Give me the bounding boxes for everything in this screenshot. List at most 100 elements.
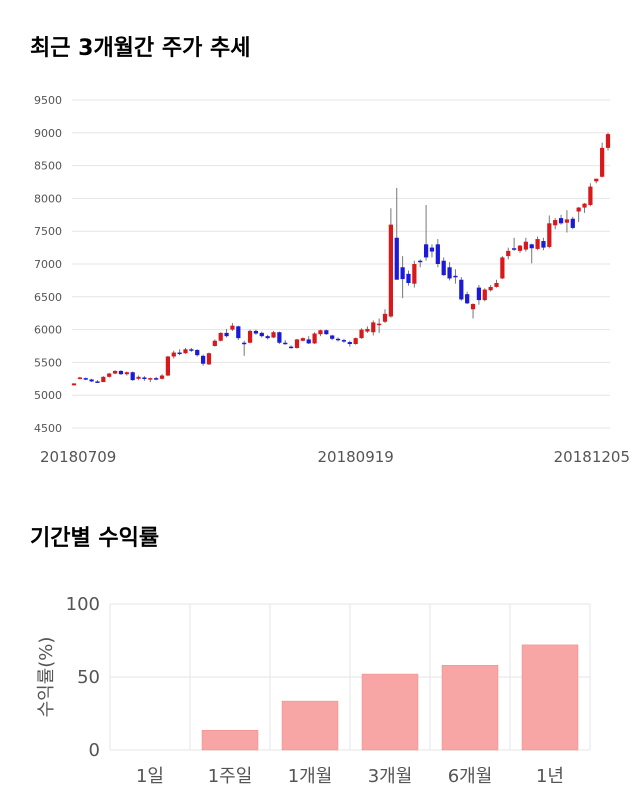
price-trend-title: 최근 3개월간 주가 추세 [30, 36, 251, 61]
candle-body [582, 203, 587, 208]
candle-body [107, 373, 112, 377]
candle-body [359, 329, 364, 339]
candle-body [470, 304, 476, 310]
candle [341, 338, 347, 343]
candle [154, 376, 159, 381]
candle-body [71, 383, 77, 386]
candle-body [183, 349, 188, 354]
candle-body [547, 223, 552, 247]
returns-bar-chart: 0 50 100 1일 1주일 1개월 3개월 6개월 1년 수익률(%) [36, 594, 591, 787]
candle [271, 330, 276, 339]
candle-body [112, 370, 118, 374]
return-bar [201, 730, 259, 751]
bar-category-label: 1일 [136, 766, 164, 787]
candle-body [447, 267, 452, 279]
candle-body [506, 250, 511, 257]
candle [347, 340, 352, 347]
candle-body [511, 248, 517, 250]
candle [247, 329, 253, 344]
bar-category-label: 6개월 [448, 766, 493, 787]
candle-body [541, 241, 546, 248]
candle [459, 277, 464, 301]
candle-y-tick-label: 9000 [34, 127, 62, 140]
candle [553, 218, 558, 230]
candle-y-tick-label: 5500 [34, 356, 62, 369]
candle-body [318, 330, 323, 335]
candle-body [459, 279, 464, 300]
candle-body [330, 335, 335, 339]
candle [195, 349, 200, 357]
candle-body [306, 339, 311, 344]
candle [200, 354, 206, 366]
candle-body [353, 338, 358, 345]
candle-body [382, 313, 388, 322]
bar-grid [109, 603, 591, 751]
candle [377, 318, 382, 333]
candle-body [523, 241, 528, 250]
candle [265, 334, 270, 340]
candle [71, 383, 77, 386]
period-returns-title: 기간별 수익률 [30, 526, 160, 551]
candle [183, 347, 188, 354]
candle-body [271, 332, 276, 338]
bar-category-label: 1년 [536, 766, 564, 787]
candle [324, 329, 329, 335]
candle [142, 376, 147, 381]
candle [136, 375, 141, 381]
candle-body [388, 224, 393, 317]
bar-category-label: 1개월 [288, 766, 333, 787]
candle [330, 334, 335, 341]
candle [353, 337, 358, 345]
candle-body [494, 283, 499, 287]
candle-y-tick-label: 5000 [34, 389, 62, 402]
candle [394, 187, 399, 280]
candle-body [118, 370, 124, 375]
candle-body [300, 338, 305, 341]
candle [500, 256, 505, 280]
candle [453, 269, 458, 284]
candle-grid [72, 99, 610, 429]
candle-body [594, 178, 599, 182]
candle [277, 331, 282, 345]
candle-x-tick-label: 20181205 [554, 448, 630, 466]
candle [388, 208, 393, 318]
candle-body [177, 352, 182, 355]
candle-body [488, 286, 493, 291]
candle-body [242, 342, 247, 345]
candle [294, 338, 300, 349]
candle-body [570, 218, 575, 228]
candle [576, 206, 581, 223]
candle-body [130, 372, 135, 381]
candle [212, 339, 217, 347]
candle-x-axis: 20180709 20180919 20181205 [40, 448, 630, 466]
candle-body [218, 332, 223, 341]
bar-x-axis: 1일 1주일 1개월 3개월 6개월 1년 [136, 766, 564, 787]
candle [382, 309, 388, 324]
candle-body [165, 356, 171, 376]
candle [517, 244, 523, 253]
candle-body [418, 260, 423, 263]
candle-y-tick-label: 6500 [34, 291, 62, 304]
candle-body [377, 323, 382, 326]
candle-body [283, 342, 288, 345]
bar-category-label: 1주일 [208, 766, 253, 787]
candle-body [517, 245, 523, 251]
candle [365, 326, 370, 333]
candle [242, 340, 247, 356]
candle [594, 178, 599, 184]
candle [159, 374, 165, 380]
candle [529, 243, 534, 264]
candle [77, 376, 82, 380]
candle-body [429, 247, 435, 252]
candle [289, 345, 294, 349]
candle [230, 323, 235, 331]
candle [564, 210, 570, 233]
candle-body [605, 134, 611, 148]
candle [482, 288, 487, 302]
candle [429, 244, 435, 258]
candle-body [600, 147, 605, 177]
candle-body [136, 376, 141, 379]
candle-x-tick-label: 20180709 [40, 448, 116, 466]
candle-body [142, 377, 147, 379]
candle-body [341, 340, 347, 342]
